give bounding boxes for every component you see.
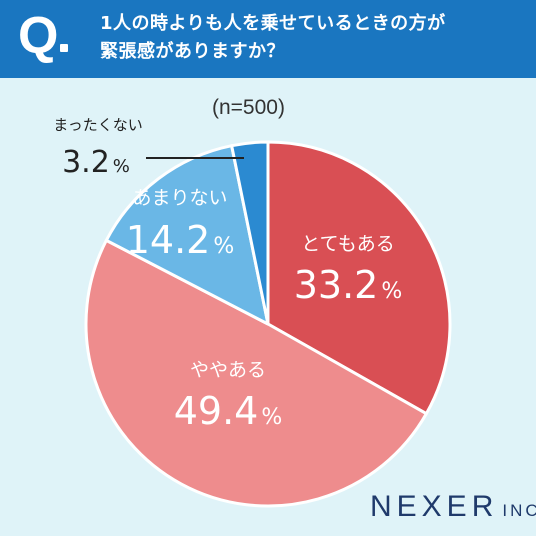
question-text: 1人の時よりも人を乗せているときの方が 緊張感がありますか？	[100, 10, 520, 66]
pie-slice-yaya-aru	[84, 238, 428, 508]
slice-label-mattaku-nai: まったくない	[53, 116, 142, 134]
pie-slice-amari-nai	[104, 144, 270, 326]
question-header: Q 1人の時よりも人を乗せているときの方が 緊張感がありますか？	[0, 0, 536, 78]
pie-slice-totemo-aru	[266, 140, 452, 416]
question-line-1: 1人の時よりも人を乗せているときの方が	[100, 13, 446, 34]
brand-name: NEXER	[370, 490, 499, 523]
question-line-2: 緊張感がありますか？	[100, 41, 285, 62]
pie-slice-mattaku-nai	[230, 140, 270, 326]
q-mark: Q	[18, 7, 59, 65]
q-dot	[60, 44, 68, 52]
brand-suffix: INC.	[502, 501, 536, 520]
slice-value-yaya-aru: 49.4%	[174, 389, 283, 433]
slice-value-mattaku-nai: 3.2%	[62, 145, 130, 180]
slice-label-amari-nai: あまりない	[132, 187, 227, 209]
slice-label-totemo-aru: とてもある	[301, 233, 394, 255]
slice-value-totemo-aru: 33.2%	[294, 263, 403, 307]
slice-value-amari-nai: 14.2%	[126, 218, 235, 262]
slice-label-yaya-aru: ややある	[190, 359, 266, 381]
sample-size: (n=500)	[212, 96, 285, 119]
